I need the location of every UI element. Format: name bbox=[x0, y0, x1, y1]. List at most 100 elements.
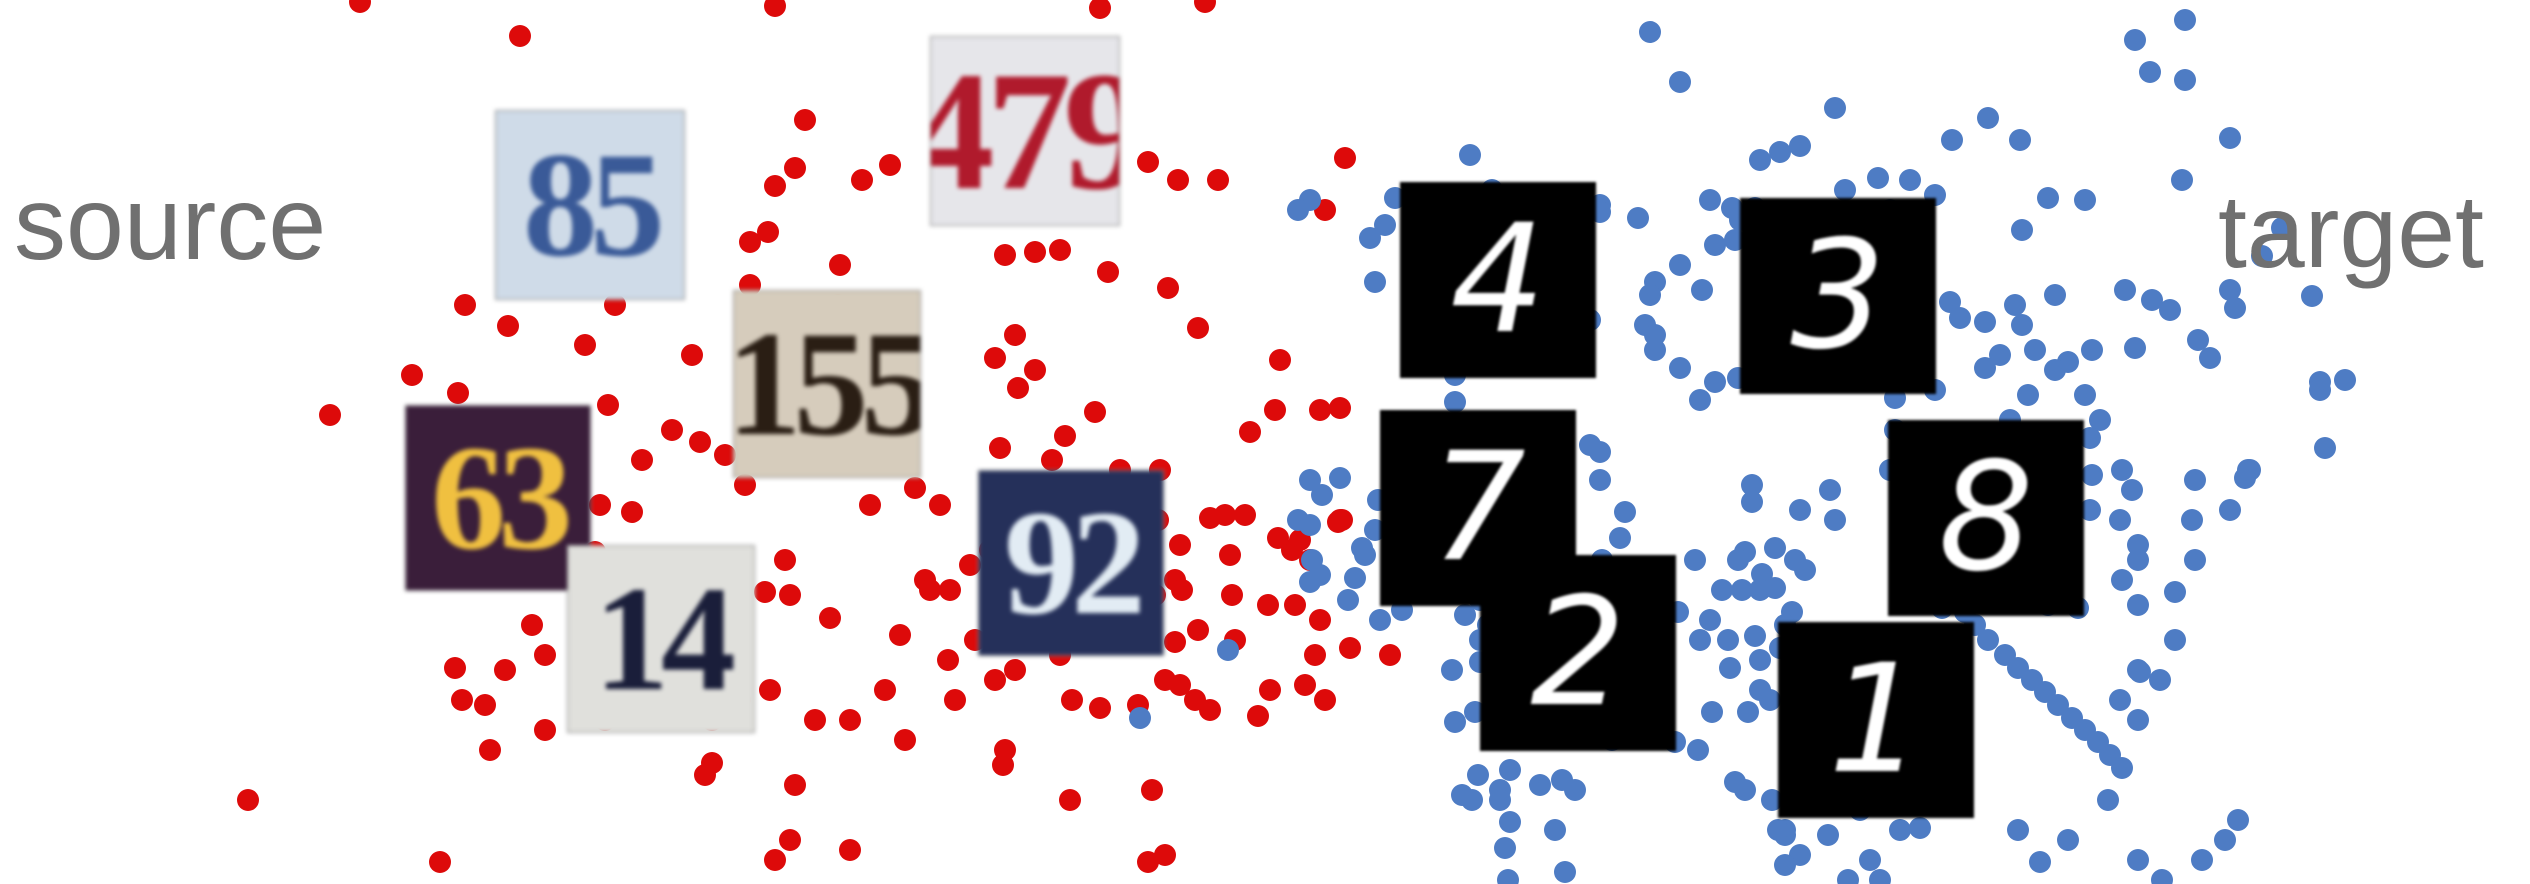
source-point bbox=[1259, 679, 1281, 701]
target-point bbox=[1614, 501, 1636, 523]
target-point bbox=[1351, 537, 1373, 559]
target-point bbox=[2109, 509, 2131, 531]
target-point bbox=[1311, 484, 1333, 506]
source-point bbox=[794, 109, 816, 131]
target-point bbox=[2114, 279, 2136, 301]
target-point bbox=[1741, 474, 1763, 496]
source-point bbox=[937, 649, 959, 671]
source-point bbox=[1194, 0, 1216, 13]
source-point bbox=[959, 554, 981, 576]
target-point bbox=[2127, 594, 2149, 616]
target-point bbox=[1544, 819, 1566, 841]
target-point bbox=[1589, 441, 1611, 463]
target-point bbox=[1761, 789, 1783, 811]
target-point bbox=[2044, 284, 2066, 306]
source-point bbox=[1379, 644, 1401, 666]
target-point bbox=[1749, 149, 1771, 171]
source-point bbox=[757, 221, 779, 243]
target-digit-tile: 1 bbox=[1778, 622, 1974, 818]
target-point bbox=[1684, 549, 1706, 571]
source-point bbox=[319, 404, 341, 426]
target-point bbox=[1834, 179, 1856, 201]
source-point bbox=[509, 25, 531, 47]
source-point bbox=[1219, 544, 1241, 566]
source-point bbox=[859, 494, 881, 516]
source-digit-tile: 85 bbox=[495, 110, 685, 300]
target-point bbox=[2057, 829, 2079, 851]
source-point bbox=[734, 474, 756, 496]
source-point bbox=[714, 444, 736, 466]
target-label: target bbox=[2218, 174, 2484, 290]
target-point bbox=[1717, 629, 1739, 651]
source-point bbox=[1327, 511, 1349, 533]
target-digit-tile: 2 bbox=[1480, 555, 1676, 751]
source-point bbox=[1167, 169, 1189, 191]
source-point bbox=[621, 501, 643, 523]
target-point bbox=[1669, 254, 1691, 276]
target-point bbox=[1767, 819, 1789, 841]
target-point bbox=[1817, 824, 1839, 846]
target-point bbox=[1751, 563, 1773, 585]
target-point bbox=[2184, 549, 2206, 571]
target-point bbox=[2079, 427, 2101, 449]
target-digit-tile: 4 bbox=[1400, 182, 1596, 378]
source-point bbox=[939, 579, 961, 601]
target-point bbox=[1689, 389, 1711, 411]
source-point bbox=[1024, 241, 1046, 263]
target-point bbox=[2079, 499, 2101, 521]
source-point bbox=[784, 774, 806, 796]
source-point bbox=[444, 657, 466, 679]
target-point bbox=[1639, 21, 1661, 43]
target-point bbox=[2187, 329, 2209, 351]
target-point bbox=[2139, 61, 2161, 83]
target-point bbox=[1774, 854, 1796, 876]
target-point bbox=[2011, 219, 2033, 241]
source-point bbox=[819, 607, 841, 629]
source-point bbox=[764, 175, 786, 197]
target-digit-text: 8 bbox=[1938, 431, 2034, 605]
target-point bbox=[1337, 589, 1359, 611]
target-point bbox=[1869, 869, 1891, 884]
target-point bbox=[2024, 339, 2046, 361]
target-point bbox=[1364, 271, 1386, 293]
source-point bbox=[1004, 659, 1026, 681]
target-point bbox=[1744, 625, 1766, 647]
source-point bbox=[589, 494, 611, 516]
source-digit-tile: 479 bbox=[930, 36, 1120, 226]
source-point bbox=[451, 689, 473, 711]
target-point bbox=[1824, 97, 1846, 119]
source-point bbox=[474, 694, 496, 716]
source-point bbox=[829, 254, 851, 276]
source-point bbox=[929, 494, 951, 516]
target-point bbox=[1977, 107, 1999, 129]
target-point bbox=[1129, 707, 1151, 729]
source-point bbox=[1221, 584, 1243, 606]
source-point bbox=[401, 364, 423, 386]
target-point bbox=[1497, 869, 1519, 884]
target-point bbox=[1669, 71, 1691, 93]
source-point bbox=[447, 382, 469, 404]
target-point bbox=[1769, 141, 1791, 163]
target-point bbox=[1627, 207, 1649, 229]
target-point bbox=[1749, 679, 1771, 701]
source-point bbox=[1137, 851, 1159, 873]
source-point bbox=[779, 584, 801, 606]
source-point bbox=[631, 449, 653, 471]
target-point bbox=[1837, 869, 1859, 884]
source-digit-tile: 92 bbox=[978, 470, 1164, 656]
target-point bbox=[1719, 657, 1741, 679]
source-point bbox=[1247, 705, 1269, 727]
source-point bbox=[1007, 377, 1029, 399]
target-point bbox=[1824, 509, 1846, 531]
target-point bbox=[1217, 639, 1239, 661]
source-point bbox=[454, 294, 476, 316]
source-label: source bbox=[14, 166, 327, 282]
target-point bbox=[1687, 739, 1709, 761]
source-point bbox=[1184, 689, 1206, 711]
source-point bbox=[1061, 689, 1083, 711]
source-point bbox=[661, 419, 683, 441]
target-point bbox=[2219, 499, 2241, 521]
target-point bbox=[2271, 217, 2293, 239]
target-point bbox=[2184, 469, 2206, 491]
